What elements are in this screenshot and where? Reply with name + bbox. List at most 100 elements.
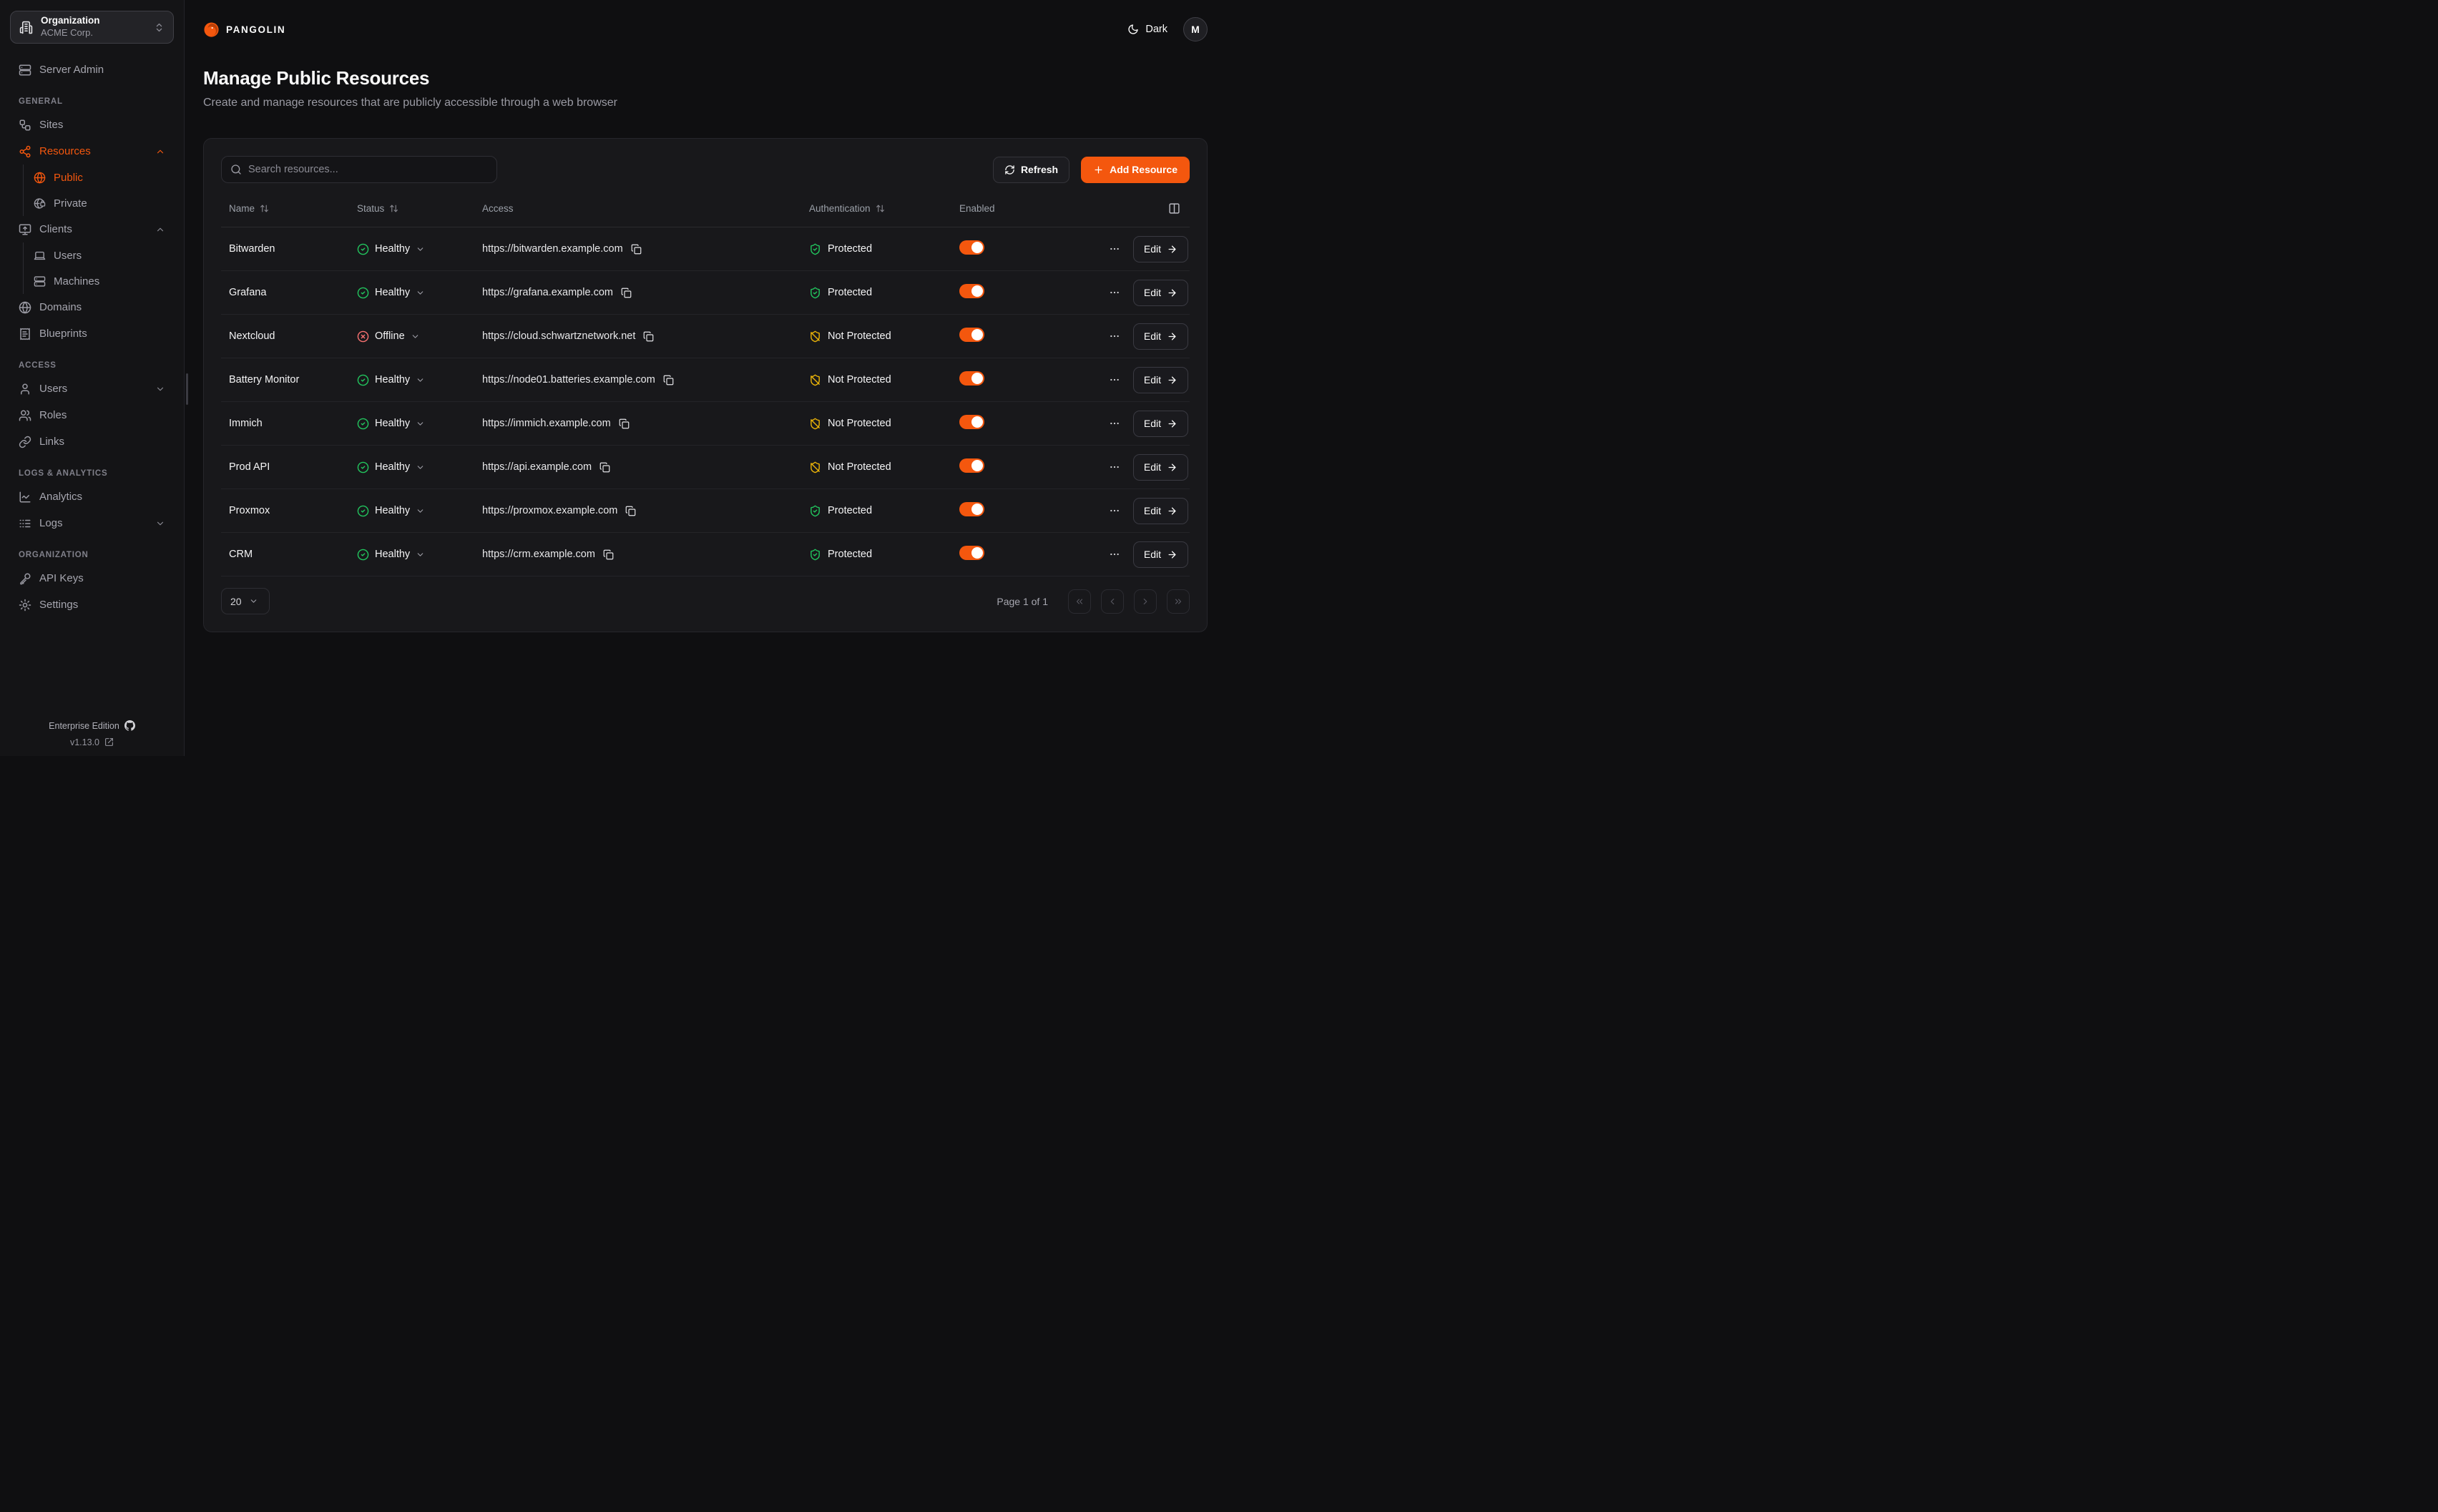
status-label: Healthy: [375, 549, 411, 560]
first-page-button[interactable]: [1068, 589, 1091, 614]
row-menu-button[interactable]: [1106, 502, 1123, 519]
page-info: Page 1 of 1: [997, 595, 1048, 607]
row-menu-button[interactable]: [1106, 371, 1123, 388]
row-menu-button[interactable]: [1106, 240, 1123, 257]
header-status[interactable]: Status: [357, 203, 482, 214]
edit-button[interactable]: Edit: [1132, 541, 1188, 568]
enabled-toggle[interactable]: [959, 240, 984, 255]
row-menu-button[interactable]: [1106, 415, 1123, 432]
sidebar-item-private[interactable]: Private: [24, 190, 174, 216]
edition-row[interactable]: Enterprise Edition: [0, 717, 184, 734]
edit-button[interactable]: Edit: [1132, 235, 1188, 262]
auth-label: Protected: [828, 287, 873, 298]
copy-button[interactable]: [599, 462, 610, 473]
arrow-right-icon: [1167, 506, 1178, 516]
header-authentication[interactable]: Authentication: [809, 203, 959, 214]
enabled-toggle[interactable]: [959, 546, 984, 560]
header-name[interactable]: Name: [221, 203, 357, 214]
status-dropdown[interactable]: Healthy: [357, 287, 425, 299]
sidebar-section-general: GENERAL: [19, 97, 63, 106]
enabled-toggle[interactable]: [959, 502, 984, 516]
edit-button[interactable]: Edit: [1132, 366, 1188, 393]
sidebar-item-clients[interactable]: Clients: [10, 216, 174, 242]
prev-page-button[interactable]: [1101, 589, 1124, 614]
sidebar-item-resources[interactable]: Resources: [10, 138, 174, 165]
access-cell: https://grafana.example.com: [482, 287, 809, 298]
main-content: PANGOLIN Dark M Manage Public Resources …: [185, 0, 1220, 756]
sidebar-item-settings[interactable]: Settings: [10, 591, 174, 618]
page-size-select[interactable]: 20: [221, 588, 270, 614]
status-dropdown[interactable]: Healthy: [357, 374, 425, 386]
scrollbar-thumb[interactable]: [186, 373, 188, 405]
enabled-toggle[interactable]: [959, 371, 984, 386]
sidebar-item-logs[interactable]: Logs: [10, 510, 174, 536]
arrow-right-icon: [1167, 331, 1178, 342]
row-menu-button[interactable]: [1106, 284, 1123, 301]
edit-button[interactable]: Edit: [1132, 497, 1188, 524]
auth-label: Not Protected: [828, 418, 891, 429]
github-icon: [124, 720, 135, 731]
columns-toggle-button[interactable]: [1168, 202, 1180, 215]
status-dropdown[interactable]: Healthy: [357, 505, 425, 517]
avatar[interactable]: M: [1183, 17, 1208, 41]
sidebar-item-links[interactable]: Links: [10, 428, 174, 455]
last-page-button[interactable]: [1167, 589, 1190, 614]
sidebar-item-label: Logs: [39, 517, 63, 529]
org-selector[interactable]: Organization ACME Corp.: [10, 11, 174, 44]
status-dropdown[interactable]: Healthy: [357, 243, 425, 255]
edit-button[interactable]: Edit: [1132, 410, 1188, 437]
sidebar-item-label: API Keys: [39, 572, 84, 584]
gear-icon: [19, 599, 31, 612]
enabled-toggle[interactable]: [959, 458, 984, 473]
status-dropdown[interactable]: Offline: [357, 330, 420, 343]
sidebar-item-machines[interactable]: Machines: [24, 268, 174, 294]
copy-button[interactable]: [631, 244, 642, 255]
row-menu-button[interactable]: [1106, 546, 1123, 563]
sidebar-item-sites[interactable]: Sites: [10, 112, 174, 138]
sidebar-item-analytics[interactable]: Analytics: [10, 483, 174, 510]
sidebar-item-domains[interactable]: Domains: [10, 294, 174, 320]
enabled-toggle[interactable]: [959, 328, 984, 342]
chevron-down-icon: [155, 384, 165, 394]
sidebar-item-client-users[interactable]: Users: [24, 242, 174, 268]
next-page-button[interactable]: [1134, 589, 1157, 614]
edit-label: Edit: [1143, 243, 1161, 255]
copy-button[interactable]: [643, 331, 654, 342]
edit-button[interactable]: Edit: [1132, 279, 1188, 306]
edit-button[interactable]: Edit: [1132, 453, 1188, 481]
enabled-toggle[interactable]: [959, 415, 984, 429]
search-icon: [230, 164, 242, 175]
search-input[interactable]: [248, 164, 488, 175]
add-resource-button[interactable]: Add Resource: [1081, 156, 1190, 183]
sidebar-item-public[interactable]: Public: [24, 165, 174, 190]
theme-toggle[interactable]: Dark: [1127, 24, 1167, 35]
sidebar-item-server-admin[interactable]: Server Admin: [10, 57, 174, 83]
status-label: Healthy: [375, 374, 411, 386]
brand[interactable]: PANGOLIN: [203, 21, 285, 38]
chevron-left-icon: [1107, 597, 1117, 607]
status-dropdown[interactable]: Healthy: [357, 418, 425, 430]
auth-label: Not Protected: [828, 330, 891, 342]
version-row[interactable]: v1.13.0: [0, 734, 184, 750]
enabled-toggle[interactable]: [959, 284, 984, 298]
copy-button[interactable]: [619, 418, 630, 429]
status-dropdown[interactable]: Healthy: [357, 461, 425, 473]
laptop-icon: [34, 250, 46, 262]
copy-button[interactable]: [621, 288, 632, 298]
sidebar-item-api-keys[interactable]: API Keys: [10, 565, 174, 591]
row-actions: Edit: [1065, 235, 1190, 262]
status-dropdown[interactable]: Healthy: [357, 549, 425, 561]
sidebar-item-blueprints[interactable]: Blueprints: [10, 320, 174, 347]
row-menu-button[interactable]: [1106, 458, 1123, 476]
sidebar-item-users[interactable]: Users: [10, 375, 174, 402]
copy-button[interactable]: [625, 506, 636, 516]
copy-button[interactable]: [663, 375, 674, 386]
row-menu-button[interactable]: [1106, 328, 1123, 345]
sidebar-item-roles[interactable]: Roles: [10, 402, 174, 428]
copy-button[interactable]: [603, 549, 614, 560]
edit-button[interactable]: Edit: [1132, 323, 1188, 350]
enabled-cell: [959, 371, 1065, 388]
refresh-button[interactable]: Refresh: [992, 156, 1070, 183]
globe-lock-icon: [34, 197, 46, 210]
workflow-icon: [19, 119, 31, 132]
